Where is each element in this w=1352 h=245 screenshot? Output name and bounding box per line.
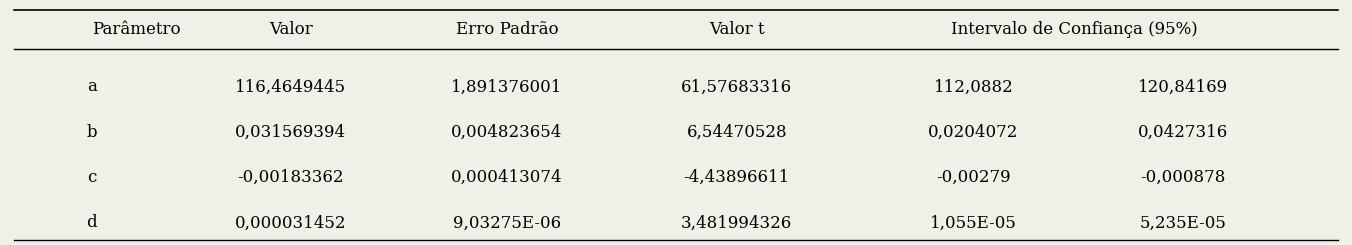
Text: -0,000878: -0,000878 [1140, 169, 1226, 186]
Text: Erro Padrão: Erro Padrão [456, 21, 558, 38]
Text: c: c [88, 169, 96, 186]
Text: 61,57683316: 61,57683316 [681, 78, 792, 96]
Text: 0,0427316: 0,0427316 [1138, 124, 1228, 141]
Text: 5,235E-05: 5,235E-05 [1140, 214, 1226, 232]
Text: Intervalo de Confiança (95%): Intervalo de Confiança (95%) [952, 21, 1198, 38]
Text: 0,000031452: 0,000031452 [235, 214, 346, 232]
Text: a: a [87, 78, 97, 96]
Text: -0,00183362: -0,00183362 [238, 169, 343, 186]
Text: 0,031569394: 0,031569394 [235, 124, 346, 141]
Text: 112,0882: 112,0882 [934, 78, 1013, 96]
Text: 6,54470528: 6,54470528 [687, 124, 787, 141]
Text: Valor t: Valor t [708, 21, 765, 38]
Text: 1,891376001: 1,891376001 [452, 78, 562, 96]
Text: Valor: Valor [269, 21, 312, 38]
Text: 9,03275E-06: 9,03275E-06 [453, 214, 561, 232]
Text: d: d [87, 214, 97, 232]
Text: 120,84169: 120,84169 [1138, 78, 1228, 96]
Text: 3,481994326: 3,481994326 [681, 214, 792, 232]
Text: Parâmetro: Parâmetro [92, 21, 181, 38]
Text: -4,43896611: -4,43896611 [684, 169, 790, 186]
Text: 0,0204072: 0,0204072 [929, 124, 1018, 141]
Text: 0,004823654: 0,004823654 [452, 124, 562, 141]
Text: 116,4649445: 116,4649445 [235, 78, 346, 96]
Text: 0,000413074: 0,000413074 [452, 169, 562, 186]
Text: 1,055E-05: 1,055E-05 [930, 214, 1017, 232]
Text: -0,00279: -0,00279 [936, 169, 1011, 186]
Text: b: b [87, 124, 97, 141]
